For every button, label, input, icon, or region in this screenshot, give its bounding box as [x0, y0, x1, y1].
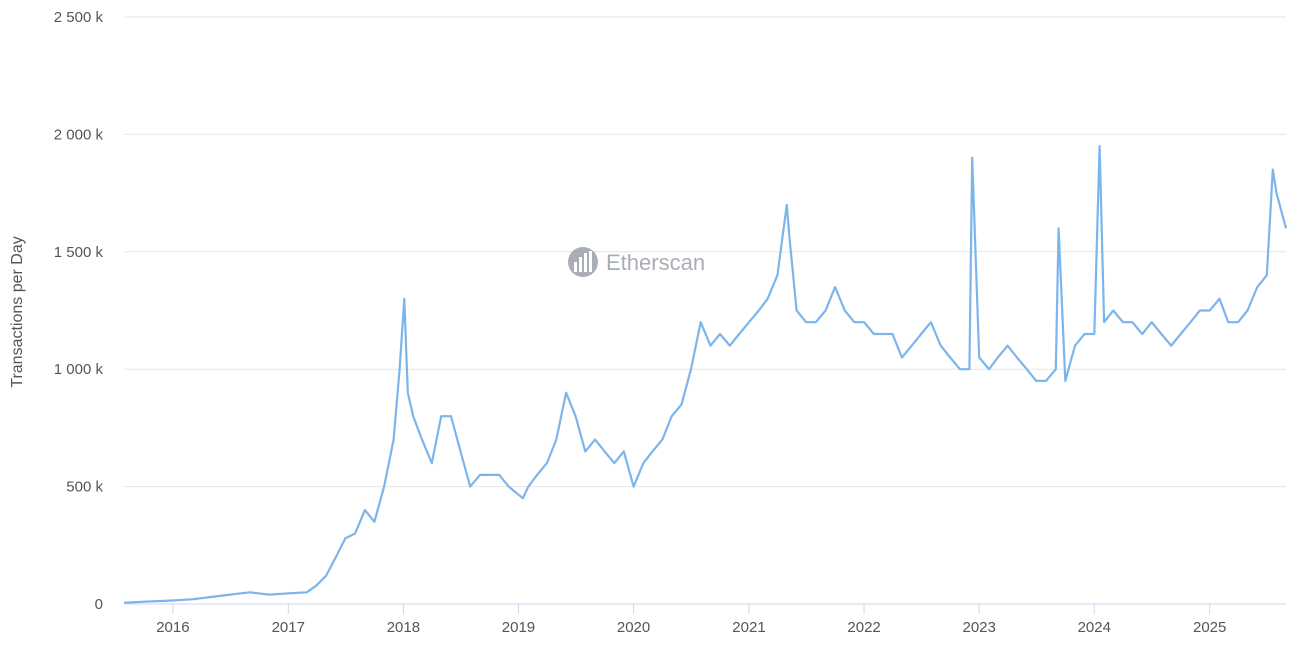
x-tick-label: 2025 [1193, 619, 1226, 636]
grid-layer [124, 16, 1286, 605]
x-tick-label: 2023 [962, 619, 995, 636]
y-tick-label: 0 [95, 596, 103, 613]
etherscan-watermark: Etherscan [568, 247, 705, 277]
y-tick-label: 1 000 k [54, 361, 104, 378]
x-tick-label: 2020 [617, 619, 650, 636]
x-tick-layer: 2016 2017 2018 2019 2020 2021 2022 2023 2024 2025 [156, 604, 1226, 636]
x-tick-label: 2021 [732, 619, 765, 636]
x-tick-label: 2024 [1078, 619, 1111, 636]
x-tick-label: 2018 [387, 619, 420, 636]
series-line [123, 145, 1288, 604]
x-tick-label: 2016 [156, 619, 189, 636]
logo-bar-2 [579, 257, 582, 272]
logo-bar-3 [584, 253, 587, 272]
y-axis-title: Transactions per Day [9, 236, 26, 387]
x-tick-label: 2022 [847, 619, 880, 636]
watermark-text: Etherscan [606, 250, 705, 275]
series-layer [123, 145, 1288, 604]
y-tick-label: 500 k [66, 479, 103, 496]
y-tick-layer: 0 500 k 1 000 k 1 500 k 2 000 k 2 500 k [54, 9, 104, 613]
logo-bar-1 [574, 262, 577, 272]
y-tick-label: 1 500 k [54, 244, 104, 261]
y-tick-label: 2 500 k [54, 9, 104, 26]
x-tick-label: 2017 [272, 619, 305, 636]
y-tick-label: 2 000 k [54, 126, 104, 143]
etherscan-logo-icon [568, 247, 598, 277]
x-tick-label: 2019 [502, 619, 535, 636]
logo-bar-4 [589, 251, 592, 272]
